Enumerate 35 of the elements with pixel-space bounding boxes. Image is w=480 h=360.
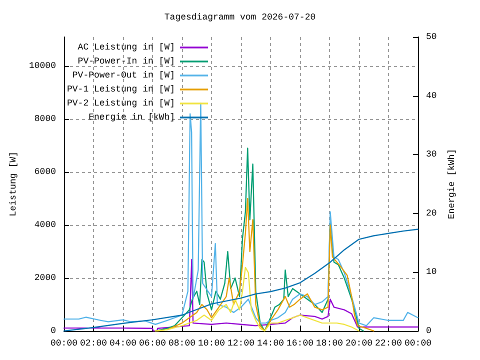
x-tick-label: 02:00 xyxy=(80,338,108,348)
x-tick-label: 22:00 xyxy=(374,338,402,348)
legend-label: PV-Power-Out in [W] xyxy=(72,70,176,80)
legend-label: PV-Power-In in [W] xyxy=(78,56,176,66)
y-tick-label: 4000 xyxy=(34,220,56,230)
y-tick-label: 6000 xyxy=(34,167,56,178)
legend-label: AC Leistung in [W] xyxy=(78,42,176,52)
x-tick-label: 14:00 xyxy=(256,338,284,348)
legend-label: PV-1 Leistung in [W] xyxy=(66,84,176,94)
legend-label: PV-2 Leistung in [W] xyxy=(66,98,176,108)
x-tick-label: 20:00 xyxy=(345,338,373,348)
x-tick-label: 04:00 xyxy=(109,338,137,348)
x-tick-label: 06:00 xyxy=(138,338,166,348)
line-series xyxy=(154,266,360,332)
y-axis-title: Leistung [W] xyxy=(8,152,18,216)
y2-tick-label: 10 xyxy=(426,267,437,278)
x-tick-label: 10:00 xyxy=(198,338,226,348)
x-tick-label: 08:00 xyxy=(168,338,196,348)
y-tick-label: 0 xyxy=(50,326,56,336)
y2-axis-title: Energie [kWh] xyxy=(447,148,458,220)
x-tick-label: 18:00 xyxy=(316,338,344,348)
x-tick-label: 00:00 xyxy=(404,338,432,348)
y-tick-label: 10000 xyxy=(28,61,56,72)
x-tick-label: 12:00 xyxy=(227,338,255,348)
legend-label: Energie in [kWh] xyxy=(88,112,176,122)
y2-tick-label: 0 xyxy=(426,326,432,336)
y2-tick-label: 40 xyxy=(426,90,437,101)
x-tick-label: 00:00 xyxy=(50,338,78,348)
y-tick-label: 2000 xyxy=(34,273,56,284)
x-tick-label: 16:00 xyxy=(286,338,314,348)
y2-tick-label: 50 xyxy=(426,32,437,42)
y-tick-label: 8000 xyxy=(34,114,56,124)
y2-tick-label: 30 xyxy=(426,150,437,160)
chart-title: Tagesdiagramm vom 2026-07-20 xyxy=(164,12,316,22)
y2-tick-label: 20 xyxy=(426,208,437,218)
